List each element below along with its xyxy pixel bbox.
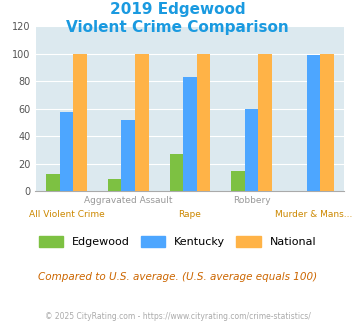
Text: All Violent Crime: All Violent Crime [28,210,104,218]
Bar [320,54,334,191]
Text: Rape: Rape [179,210,201,218]
Bar [183,77,197,191]
Text: 2019 Edgewood: 2019 Edgewood [110,2,245,16]
Bar [170,154,183,191]
Bar [108,179,121,191]
Bar [73,54,87,191]
Text: Robbery: Robbery [233,196,271,205]
Text: © 2025 CityRating.com - https://www.cityrating.com/crime-statistics/: © 2025 CityRating.com - https://www.city… [45,312,310,321]
Text: Compared to U.S. average. (U.S. average equals 100): Compared to U.S. average. (U.S. average … [38,272,317,282]
Bar [258,54,272,191]
Text: Violent Crime Comparison: Violent Crime Comparison [66,20,289,35]
Legend: Edgewood, Kentucky, National: Edgewood, Kentucky, National [34,232,321,252]
Text: Aggravated Assault: Aggravated Assault [84,196,173,205]
Bar [245,109,258,191]
Bar [46,174,60,191]
Bar [60,112,73,191]
Bar [135,54,148,191]
Bar [197,54,210,191]
Bar [307,55,320,191]
Bar [121,120,135,191]
Text: Murder & Mans...: Murder & Mans... [275,210,352,218]
Bar [231,171,245,191]
